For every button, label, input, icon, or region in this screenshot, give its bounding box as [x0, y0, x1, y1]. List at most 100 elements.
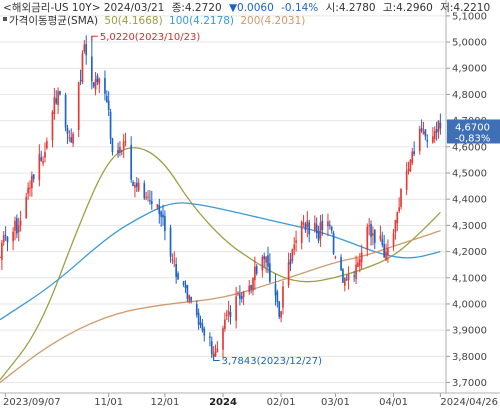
- change-value: ▼0.0060: [229, 2, 274, 14]
- candle-body: [199, 322, 202, 325]
- x-tick-label: 2024: [209, 397, 237, 408]
- last-price-badge: 4,6700 -0,83%: [447, 119, 500, 144]
- candle-body: [366, 226, 369, 250]
- candle-body: [177, 273, 179, 280]
- candle-body: [64, 94, 67, 128]
- candle-body: [340, 257, 342, 271]
- candle-body: [44, 152, 46, 158]
- candle-body: [358, 259, 361, 266]
- x-tick-label: 11/01: [94, 397, 123, 408]
- ma200-line: [0, 229, 442, 384]
- x-tick-label: 04/01: [379, 397, 408, 408]
- ma100-label: 100(4.2178): [169, 15, 234, 27]
- close-value: 종:4.2720: [172, 2, 222, 14]
- candle-body: [31, 175, 33, 189]
- header-line1: <해외금리-US 10Y> 2024/03/21 종:4.2720 ▼0.006…: [3, 1, 490, 14]
- high-value: 고:4.2960: [383, 2, 433, 14]
- candle-body: [280, 311, 282, 318]
- low-marker: [213, 354, 220, 361]
- y-tick-label: 4,2000: [452, 247, 487, 258]
- candle-body: [424, 129, 427, 137]
- candle-body: [150, 200, 153, 204]
- candle-body: [175, 263, 177, 277]
- candle-body: [383, 244, 386, 258]
- candle-body: [42, 161, 44, 164]
- candle-body: [300, 221, 303, 243]
- candle-body: [330, 226, 333, 231]
- candle-body: [149, 200, 151, 202]
- candle-body: [426, 139, 429, 142]
- x-tick-label: 03/01: [321, 397, 350, 408]
- candle-body: [70, 137, 73, 143]
- candle-body: [370, 224, 372, 237]
- candle-body: [372, 233, 374, 236]
- candle-body: [164, 215, 166, 232]
- candle-body: [145, 197, 148, 199]
- candle-body: [143, 183, 146, 199]
- high-marker: [91, 35, 98, 42]
- annotations: 5,0220(2023/10/23) 3,7843(2023/12/27): [91, 32, 322, 367]
- candle-body: [432, 136, 434, 143]
- candle-body: [368, 225, 371, 227]
- candle-body: [173, 260, 176, 262]
- candle-body: [313, 222, 316, 231]
- candle-body: [55, 98, 58, 104]
- candle-body: [111, 138, 114, 153]
- x-tick-label: 12/01: [150, 397, 179, 408]
- candle-body: [171, 259, 174, 261]
- candle-body: [188, 295, 191, 303]
- candle-body: [130, 144, 133, 180]
- high-annotation: 5,0220(2023/10/23): [100, 32, 201, 43]
- candle-body: [66, 127, 69, 134]
- candle-body: [327, 221, 329, 227]
- candle-body: [317, 231, 320, 241]
- candle-body: [117, 149, 119, 153]
- candle-body: [413, 151, 415, 155]
- candle-body: [315, 224, 318, 234]
- candle-body: [304, 224, 307, 231]
- candle-body: [225, 314, 228, 316]
- candle-body: [51, 112, 54, 141]
- candle-body: [306, 220, 309, 228]
- candle-body: [237, 292, 239, 294]
- candle-body: [267, 255, 269, 267]
- y-tick-label: 4,1000: [452, 273, 487, 284]
- candle-body: [19, 220, 22, 226]
- candle-body: [319, 222, 322, 239]
- last-price-value: 4,6700: [455, 122, 490, 133]
- y-tick-label: 3,8000: [452, 352, 487, 363]
- candle-body: [342, 269, 344, 283]
- candle-body: [385, 251, 387, 261]
- candle-body: [190, 297, 192, 301]
- candle-body: [79, 79, 82, 81]
- candle-body: [439, 122, 442, 129]
- candle-body: [398, 207, 400, 212]
- ma50-label: 50(4.1668): [104, 15, 162, 27]
- moving-averages: [0, 147, 442, 384]
- y-axis: 5,10005,00004,90004,80004,70004,60004,50…: [446, 11, 487, 389]
- candle-body: [269, 263, 271, 282]
- candle-body: [0, 256, 1, 258]
- candle-body: [6, 236, 9, 243]
- x-tick-label: 2023/09/07: [3, 397, 61, 408]
- candle-body: [282, 286, 284, 308]
- candle-body: [242, 292, 245, 298]
- candle-body: [394, 220, 397, 233]
- candle-body: [332, 232, 335, 254]
- candle-body: [357, 262, 359, 268]
- candle-body: [343, 277, 346, 286]
- candle-body: [169, 227, 172, 257]
- indicator-marker: [3, 17, 7, 21]
- y-tick-label: 4,8000: [452, 90, 487, 101]
- candle-body: [224, 319, 226, 329]
- candle-body: [373, 229, 376, 243]
- candle-body: [122, 141, 125, 149]
- candle-body: [265, 256, 267, 263]
- sma-label: 가격이동평균(SMA): [9, 14, 98, 27]
- candle-body: [328, 224, 331, 226]
- candle-body: [229, 311, 232, 318]
- candle-body: [255, 266, 258, 274]
- candle-body: [254, 266, 256, 281]
- candle-body: [40, 157, 43, 161]
